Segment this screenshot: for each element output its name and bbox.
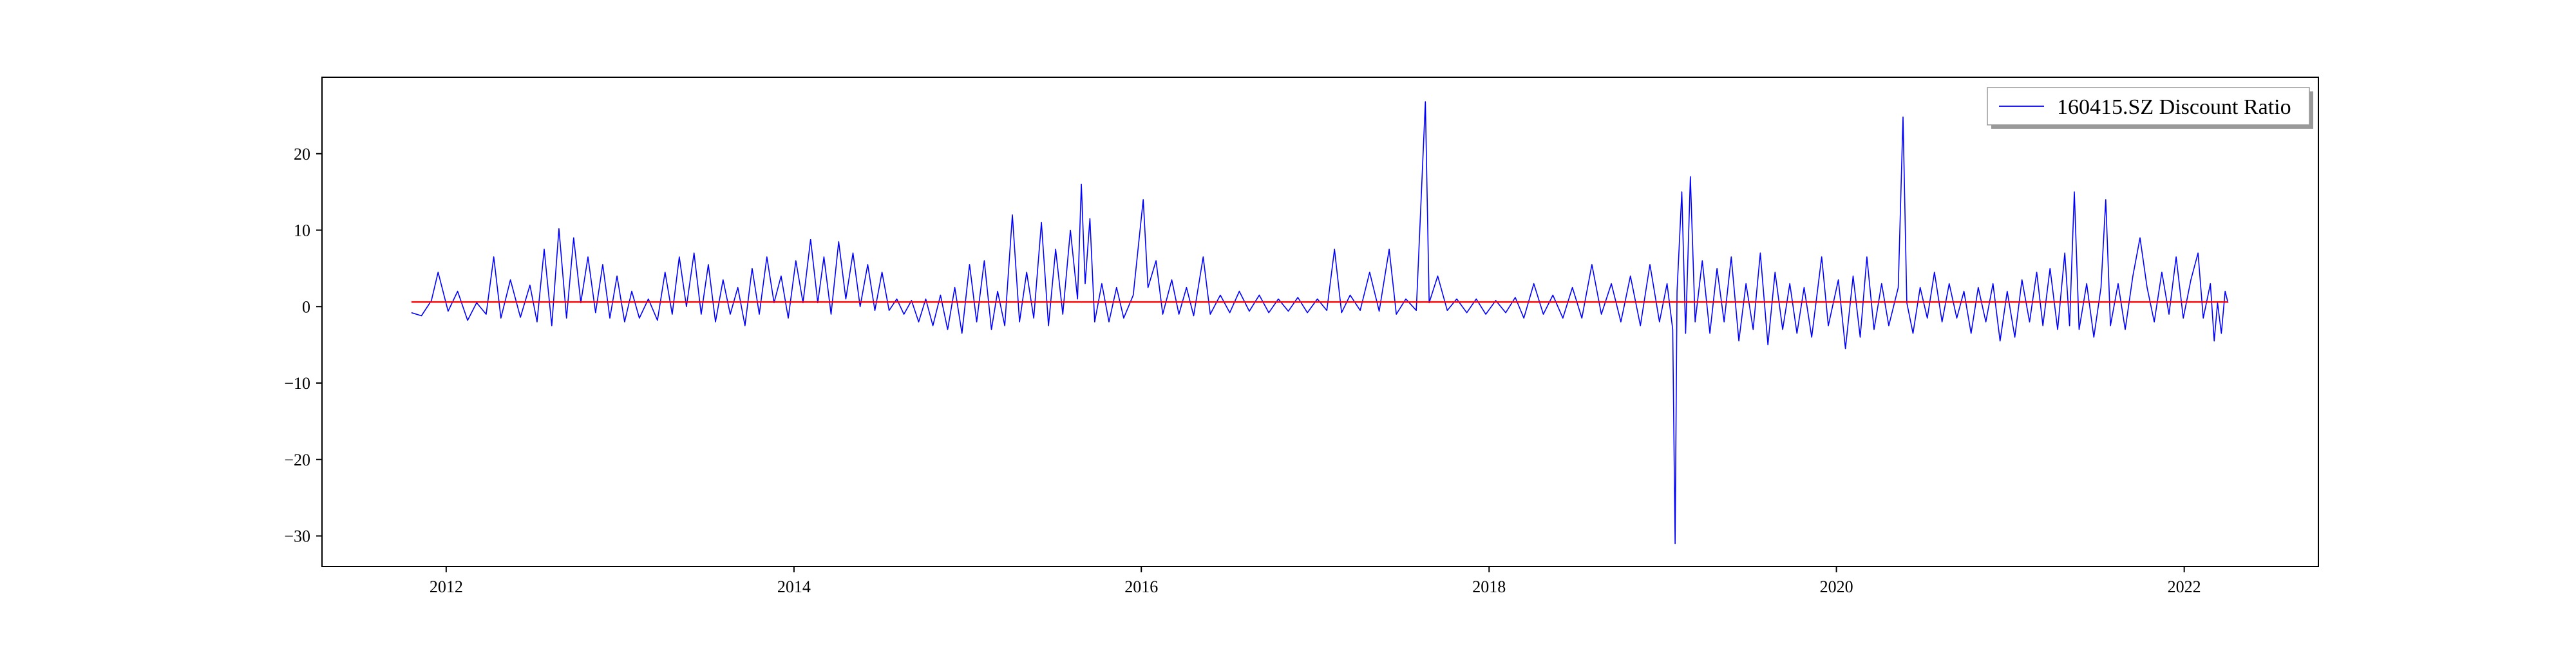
legend-label: 160415.SZ Discount Ratio: [2057, 95, 2291, 119]
series-layer: [411, 101, 2229, 545]
x-tick-label: 2018: [1472, 577, 1506, 596]
y-tick-label: 0: [302, 297, 310, 316]
y-tick-label: 10: [294, 221, 310, 240]
y-tick-label: −30: [284, 527, 310, 546]
y-tick-label: −10: [284, 374, 310, 393]
y-tick-label: −20: [284, 451, 310, 469]
x-tick-label: 2014: [777, 577, 811, 596]
x-tick-label: 2016: [1124, 577, 1158, 596]
x-tick-label: 2022: [2168, 577, 2201, 596]
y-tick-label: 20: [294, 145, 310, 164]
x-tick-label: 2020: [1820, 577, 1853, 596]
x-tick-label: 2012: [430, 577, 463, 596]
plot-frame: [321, 77, 2319, 567]
legend: 160415.SZ Discount Ratio: [1987, 87, 2313, 129]
axes-layer: 2012 2014 2016 2018 2020 2022 20 10 0 −10 −20 −30: [284, 77, 2319, 596]
series-line-discount-ratio: [411, 101, 2229, 545]
